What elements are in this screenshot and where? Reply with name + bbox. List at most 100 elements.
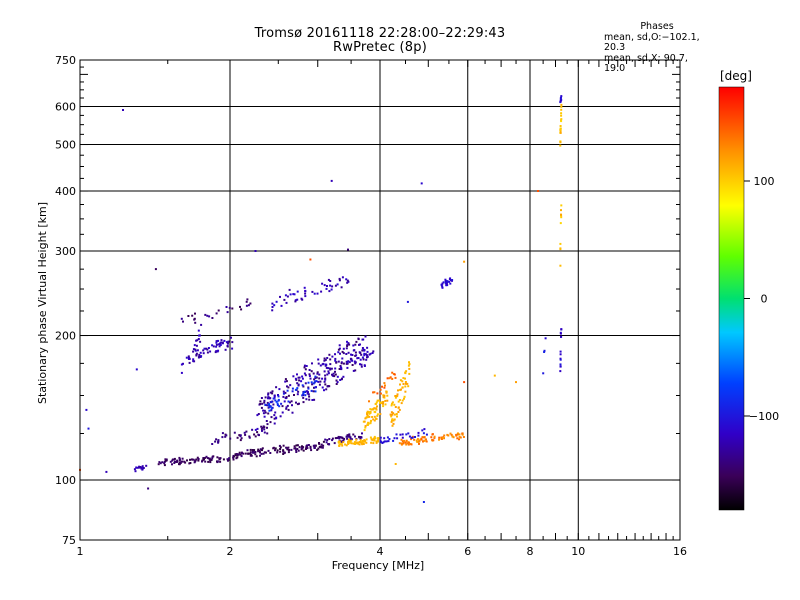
data-point [293, 394, 295, 396]
data-point [202, 352, 205, 355]
data-point [375, 441, 378, 444]
data-point [205, 347, 208, 350]
data-point [391, 419, 393, 422]
data-point [175, 461, 178, 463]
data-point [339, 436, 342, 439]
data-point [407, 364, 410, 367]
data-point [181, 460, 184, 463]
data-point [329, 358, 332, 361]
data-point [215, 341, 218, 344]
data-point [220, 339, 223, 342]
data-point [304, 295, 307, 298]
data-point [194, 348, 197, 351]
data-point [360, 442, 363, 444]
data-point [559, 144, 562, 147]
data-point [363, 439, 366, 442]
data-point [236, 456, 239, 459]
data-point [408, 367, 411, 370]
data-point [382, 402, 384, 405]
data-point [560, 328, 563, 331]
data-point [354, 441, 357, 444]
data-point [361, 432, 363, 435]
data-point [163, 462, 166, 465]
data-point [218, 457, 221, 460]
data-point [85, 408, 88, 411]
data-point [366, 424, 369, 426]
data-point [302, 446, 305, 449]
data-point [301, 394, 304, 397]
data-point [141, 465, 144, 468]
data-point [361, 443, 364, 446]
data-point [422, 432, 425, 435]
data-point [358, 443, 361, 446]
data-point [135, 368, 138, 371]
phase-stats: Phases mean, sd,O:−102.1, 20.3 mean, sd,… [604, 21, 710, 75]
data-point [287, 449, 290, 451]
data-point [218, 345, 221, 348]
data-point [321, 377, 324, 380]
data-point [543, 349, 546, 352]
data-point [327, 443, 330, 446]
data-point [210, 458, 213, 461]
data-point [340, 442, 343, 445]
data-point [180, 317, 183, 320]
data-point [298, 402, 300, 405]
data-point [279, 448, 282, 450]
data-point [226, 345, 229, 348]
data-point [255, 455, 258, 458]
data-point [357, 442, 360, 445]
data-point [183, 460, 186, 463]
data-point [346, 279, 349, 282]
data-point [224, 348, 227, 351]
data-point [182, 320, 184, 323]
data-point [366, 412, 368, 415]
data-point [444, 282, 447, 285]
data-point [337, 348, 340, 351]
data-point [274, 447, 277, 450]
data-point [260, 425, 263, 428]
data-point [271, 392, 274, 395]
data-point [270, 409, 273, 412]
data-point [345, 353, 348, 355]
data-point [377, 439, 380, 442]
data-point [334, 367, 337, 370]
data-point [355, 340, 358, 343]
data-point [325, 388, 328, 391]
data-point [202, 349, 205, 352]
data-point [449, 432, 452, 435]
data-point [264, 403, 267, 406]
data-point [395, 413, 398, 415]
data-point [323, 284, 326, 287]
data-point [317, 380, 320, 383]
data-point [328, 385, 331, 388]
data-point [194, 321, 197, 324]
data-point [400, 402, 403, 405]
data-point [314, 377, 317, 380]
data-point [403, 395, 406, 398]
data-point [315, 380, 318, 383]
data-point [296, 444, 299, 447]
data-point [105, 470, 108, 473]
data-point [248, 435, 251, 438]
data-point [254, 435, 257, 438]
data-point [294, 447, 297, 450]
data-point [560, 108, 563, 111]
data-point [456, 433, 459, 436]
data-point [420, 437, 423, 440]
data-point [342, 352, 345, 355]
data-point [340, 368, 343, 371]
data-point [374, 403, 377, 405]
data-point [306, 447, 309, 450]
data-point [323, 370, 326, 373]
data-point [269, 421, 272, 424]
data-point [226, 341, 229, 344]
data-point [236, 436, 239, 439]
data-point [282, 450, 285, 453]
data-point [417, 431, 420, 434]
data-point [376, 392, 379, 395]
data-point [341, 436, 344, 439]
data-point [325, 441, 328, 444]
data-point [286, 389, 289, 392]
data-point [461, 433, 464, 436]
data-point [295, 449, 298, 452]
